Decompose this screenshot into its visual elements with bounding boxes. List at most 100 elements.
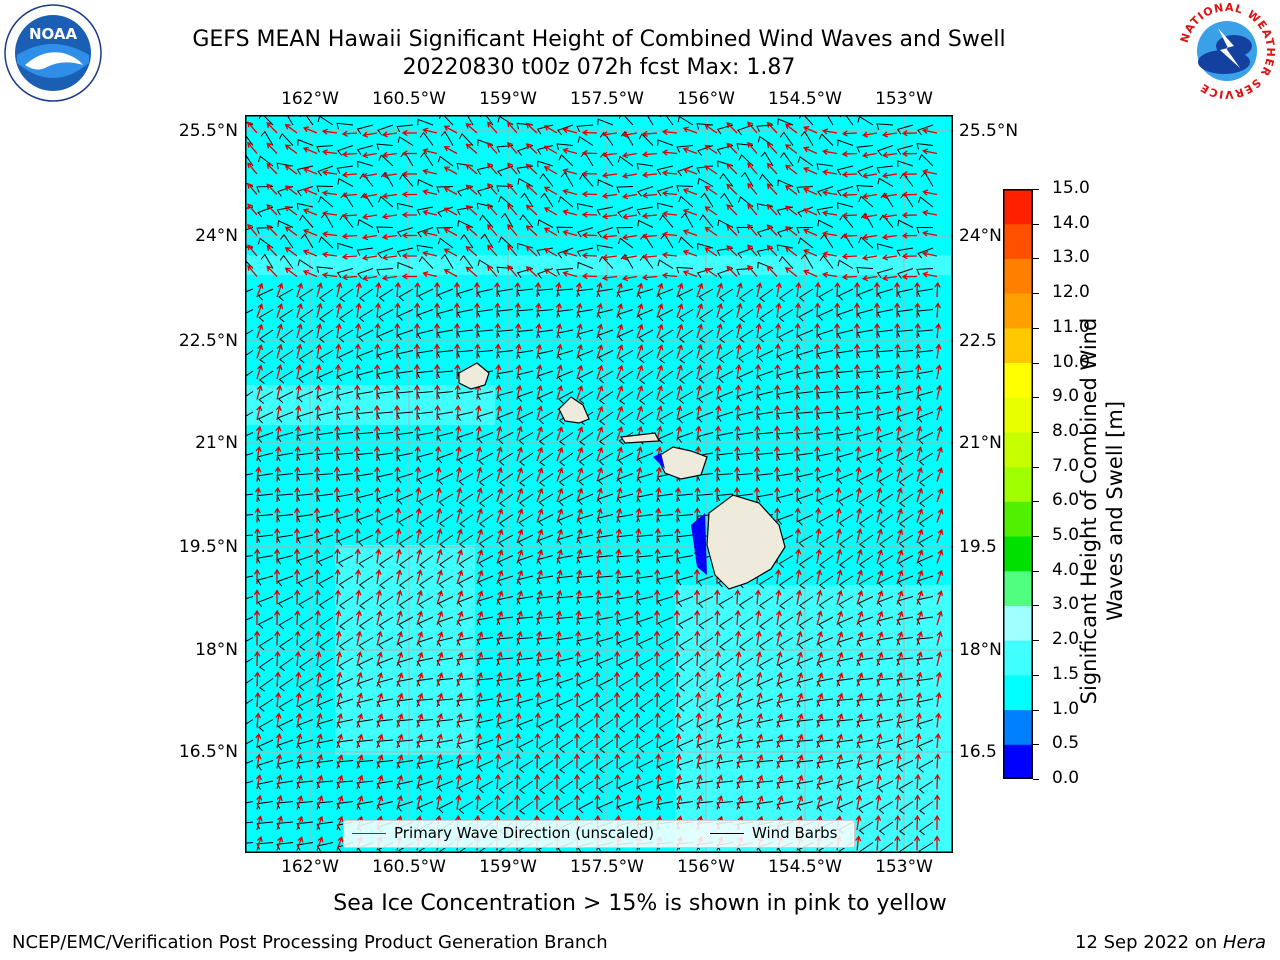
wave-arrow xyxy=(536,487,544,503)
wave-arrow xyxy=(793,404,801,420)
wind-barb xyxy=(577,136,594,146)
wind-barb xyxy=(879,514,894,528)
wave-arrow xyxy=(816,794,823,810)
wind-barb xyxy=(338,637,354,651)
wave-arrow xyxy=(784,185,798,196)
wave-arrow xyxy=(874,343,881,359)
wave-arrow xyxy=(396,713,404,728)
wave-arrow xyxy=(275,732,282,749)
page-title: GEFS MEAN Hawaii Significant Height of C… xyxy=(192,27,1006,52)
wind-barb xyxy=(398,514,414,527)
wave-arrow xyxy=(682,249,698,257)
wind-barb xyxy=(598,432,614,446)
wave-arrow xyxy=(922,209,938,216)
wave-arrow xyxy=(556,589,563,605)
wind-barb xyxy=(245,227,254,231)
wave-arrow xyxy=(876,733,883,749)
wave-arrow xyxy=(854,281,861,298)
colorbar-tick-mark xyxy=(1033,536,1039,538)
wave-arrow xyxy=(416,548,423,564)
wave-arrow xyxy=(593,753,601,769)
wave-arrow xyxy=(813,384,821,400)
lon-tick-bottom: 154.5°W xyxy=(768,857,842,877)
wave-arrow xyxy=(715,691,722,708)
wave-arrow xyxy=(841,232,858,240)
wave-arrow xyxy=(333,445,341,462)
wave-arrow xyxy=(901,191,918,198)
wind-barb xyxy=(538,760,554,774)
wave-arrow xyxy=(915,384,922,400)
wind-barb xyxy=(658,657,674,671)
wave-arrow xyxy=(634,589,641,605)
wave-arrow xyxy=(401,129,418,137)
wind-barb xyxy=(857,596,874,608)
wave-arrow xyxy=(516,384,523,400)
wave-arrow xyxy=(435,794,443,810)
wave-arrow xyxy=(295,671,302,687)
wave-arrow xyxy=(247,121,258,134)
wave-arrow xyxy=(475,733,483,749)
wind-barb xyxy=(558,391,574,404)
graticule xyxy=(245,115,953,853)
wave-arrow xyxy=(294,609,301,626)
wind-barb xyxy=(556,329,574,339)
wind-barb xyxy=(796,698,814,708)
wind-barb xyxy=(617,155,634,167)
wave-arrow xyxy=(735,671,742,687)
wind-barb xyxy=(478,555,494,568)
wave-arrow xyxy=(841,171,858,178)
wave-arrow xyxy=(896,712,903,728)
wave-arrow xyxy=(735,343,742,359)
wind-barb xyxy=(876,637,894,646)
wind-barb xyxy=(245,739,254,745)
wave-arrow xyxy=(553,773,561,789)
wind-barb xyxy=(537,698,554,710)
wave-arrow xyxy=(354,343,361,359)
wave-arrow xyxy=(354,527,361,544)
colorbar-bin xyxy=(1003,431,1033,468)
wind-barb xyxy=(298,616,314,630)
wind-barb xyxy=(796,186,814,194)
wave-arrow xyxy=(895,733,903,749)
wind-barb xyxy=(740,171,754,187)
wave-arrow xyxy=(673,568,681,585)
wave-arrow xyxy=(675,774,683,790)
wind-barb xyxy=(256,801,274,810)
wind-barb xyxy=(296,760,314,769)
wave-arrow xyxy=(841,212,858,219)
wind-barb xyxy=(858,575,874,589)
wave-arrow xyxy=(266,183,278,195)
wave-arrow xyxy=(601,151,618,158)
wind-barb xyxy=(297,575,314,588)
wave-arrow xyxy=(576,385,584,400)
wave-arrow xyxy=(294,445,301,462)
wind-barb xyxy=(637,637,654,649)
wave-arrow xyxy=(486,183,498,195)
wave-arrow xyxy=(576,426,584,441)
wave-arrow xyxy=(936,549,944,564)
wind-barb xyxy=(257,411,274,424)
wind-barb xyxy=(437,155,454,167)
wave-arrow xyxy=(803,249,818,257)
wave-arrow xyxy=(516,425,523,441)
wind-barb xyxy=(658,719,674,733)
wind-barb xyxy=(358,288,374,302)
wave-arrow xyxy=(636,303,644,318)
wave-arrow xyxy=(355,609,362,626)
wave-arrow xyxy=(374,507,381,523)
wave-arrow xyxy=(396,692,404,708)
wave-arrow xyxy=(616,364,624,380)
wind-barb xyxy=(756,801,774,810)
wind-barb xyxy=(836,739,854,748)
wind-barb xyxy=(376,268,394,276)
wave-arrow xyxy=(496,549,504,564)
colorbar-tick-mark xyxy=(1033,362,1039,364)
wind-barb xyxy=(457,219,474,228)
wind-barb xyxy=(256,842,274,850)
wind-barb xyxy=(336,739,354,748)
wave-arrow xyxy=(936,508,944,523)
wave-arrow xyxy=(536,589,543,605)
wind-barb xyxy=(298,288,314,302)
wave-arrow xyxy=(816,754,824,769)
wind-barb xyxy=(918,534,934,548)
